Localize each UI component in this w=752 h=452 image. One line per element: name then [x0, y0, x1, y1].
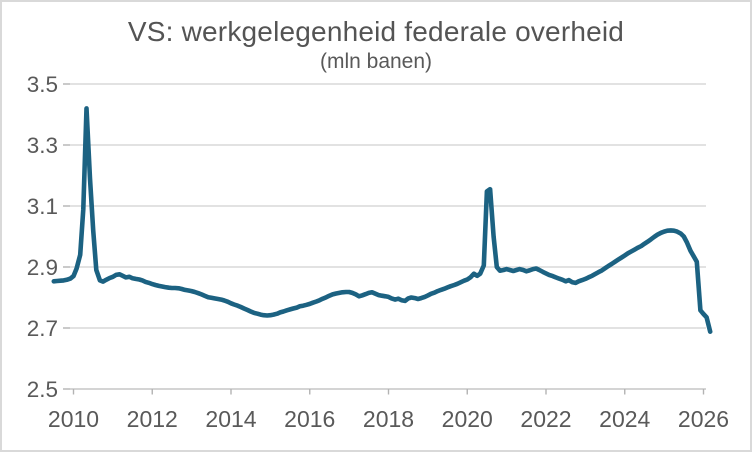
x-axis-label: 2026: [678, 406, 729, 432]
y-axis-label: 3.5: [27, 72, 58, 97]
y-axis-label: 2.5: [27, 377, 58, 402]
chart-subtitle: (mln banen): [319, 50, 433, 73]
x-axis-label: 2020: [442, 406, 493, 432]
x-axis-label: 2010: [48, 406, 99, 432]
x-axis-label: 2014: [205, 406, 256, 432]
y-axis-label: 2.7: [27, 316, 58, 341]
x-axis-label: 2024: [599, 406, 650, 432]
y-axis-label: 2.9: [27, 255, 58, 280]
x-axis-label: 2012: [127, 406, 178, 432]
x-axis-label: 2016: [284, 406, 335, 432]
x-axis-label: 2022: [520, 406, 571, 432]
y-axis-label: 3.3: [27, 133, 58, 158]
employment-line: [51, 106, 713, 335]
chart-title: VS: werkgelegenheid federale overheid: [127, 16, 625, 47]
y-axis-label: 3.1: [27, 194, 58, 219]
x-axis-label: 2018: [363, 406, 414, 432]
